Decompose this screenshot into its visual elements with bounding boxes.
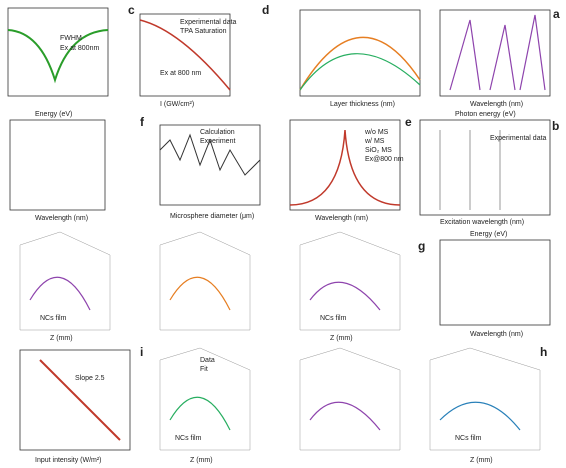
legend-entry: Data [200, 357, 215, 364]
axis-label: Z (mm) [50, 335, 73, 342]
axis-label: Microsphere diameter (μm) [170, 213, 254, 220]
axis-label: Excitation wavelength (nm) [440, 219, 524, 226]
panel-label: e [405, 115, 412, 129]
annotation: Ex@800 nm [365, 156, 404, 163]
panel-label: f [140, 115, 145, 129]
annotation: NCs film [455, 435, 482, 442]
legend-entry: Calculation [200, 129, 235, 136]
annotation: NCs film [40, 315, 67, 322]
axis-label: Energy (eV) [35, 111, 72, 118]
legend-entry: Experimental data [180, 19, 237, 26]
annotation: NCs film [175, 435, 202, 442]
axis-label: Photon energy (eV) [455, 111, 516, 118]
annotation: Ex at 800nm [60, 45, 99, 52]
axis-label: Wavelength (nm) [470, 101, 523, 108]
panel-label: a [553, 7, 560, 21]
legend-entry: w/o MS [364, 129, 389, 136]
legend-entry: Experimental data [490, 135, 547, 142]
axis-label: Energy (eV) [470, 231, 507, 238]
frames [7, 7, 551, 451]
axis-label: Layer thickness (nm) [330, 101, 395, 108]
panel-label: b [552, 119, 559, 133]
panel-label: h [540, 345, 547, 359]
axis-label: Z (mm) [470, 457, 493, 464]
annotation: Slope 2.5 [75, 375, 105, 382]
legend-entry: TPA Saturation [180, 28, 227, 35]
annotation: NCs film [320, 315, 347, 322]
panel-label: i [140, 345, 143, 359]
axis-label: Wavelength (nm) [470, 331, 523, 338]
panel-label: d [262, 3, 269, 17]
panel-label: c [128, 3, 135, 17]
axis-label: Wavelength (nm) [315, 215, 368, 222]
axis-label: Z (mm) [190, 457, 213, 464]
legend-entry: Experiment [200, 138, 235, 145]
axis-label: I (GW/cm²) [160, 101, 194, 108]
annotation: Ex at 800 nm [160, 70, 201, 77]
legend-entry: w/ MS [364, 138, 385, 145]
panel-label: g [418, 239, 425, 253]
axis-label: Z (mm) [330, 335, 353, 342]
axis-label: Wavelength (nm) [35, 215, 88, 222]
legend-entry: Fit [200, 366, 208, 373]
legend-entry: SiO₂ MS [365, 147, 392, 154]
annotation: FWHM [60, 35, 82, 42]
axis-label: Input intensity (W/m²) [35, 457, 102, 464]
